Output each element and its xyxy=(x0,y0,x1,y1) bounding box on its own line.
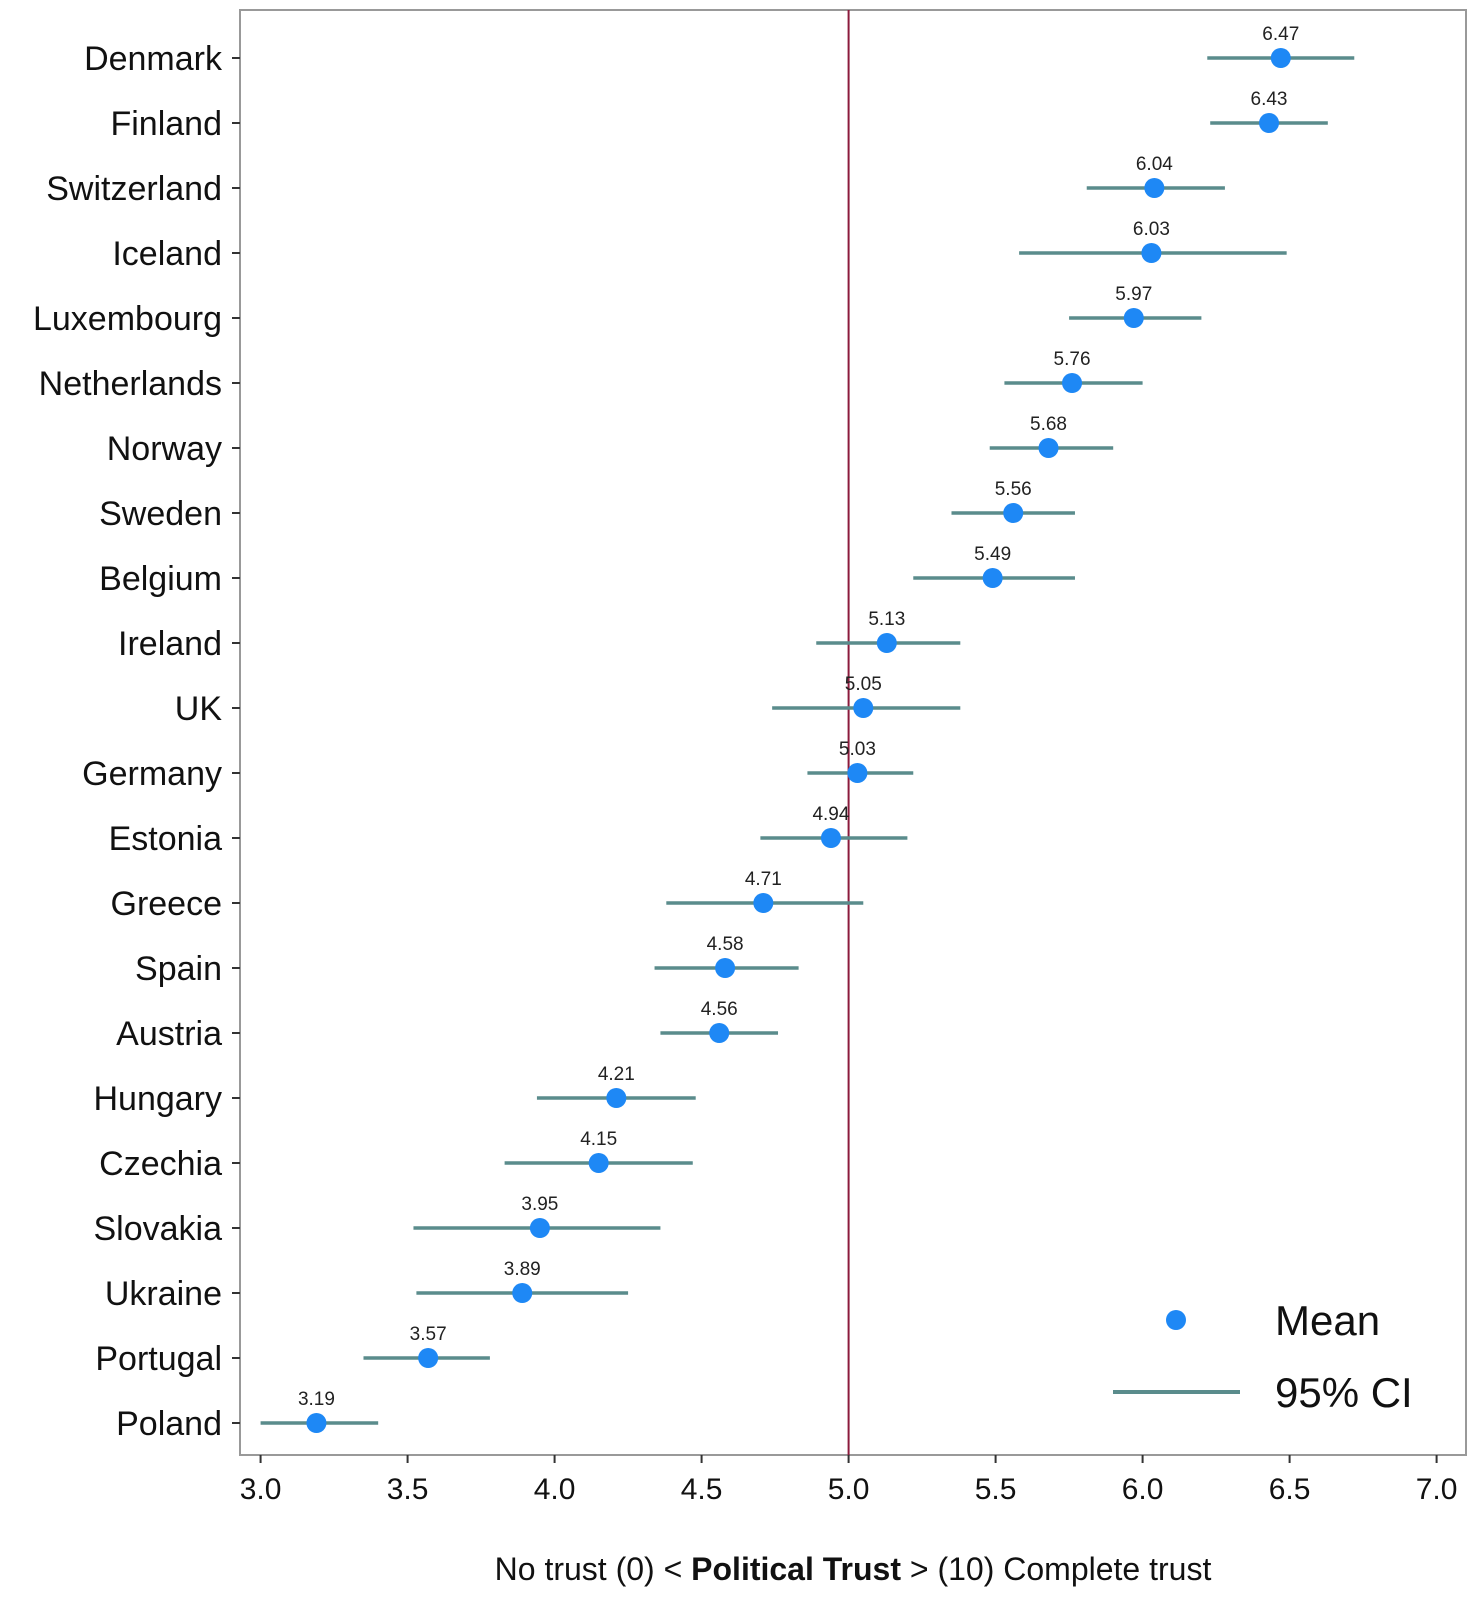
country-label: Estonia xyxy=(109,820,222,858)
mean-value-label: 6.04 xyxy=(1136,154,1173,175)
mean-dot xyxy=(1123,308,1144,328)
country-label: Portugal xyxy=(95,1340,222,1378)
mean-dot xyxy=(1003,503,1024,523)
x-axis-title-right: > (10) Complete trust xyxy=(901,1551,1211,1587)
country-label: Luxembourg xyxy=(33,300,222,338)
x-tick-label: 7.0 xyxy=(1416,1473,1458,1506)
mean-value-label: 4.71 xyxy=(745,869,782,890)
mean-value-label: 5.97 xyxy=(1115,284,1152,305)
mean-value-label: 5.03 xyxy=(839,739,876,760)
legend-ci-label: 95% CI xyxy=(1275,1369,1413,1416)
x-tick-label: 5.0 xyxy=(828,1473,870,1506)
mean-dot xyxy=(606,1088,627,1108)
mean-dot xyxy=(512,1283,533,1303)
mean-value-label: 5.56 xyxy=(995,479,1032,500)
y-axis: Denmark Finland Switzerland Iceland Luxembou… xyxy=(33,40,240,1443)
country-label: Greece xyxy=(111,885,223,923)
x-axis: 3.0 3.5 4.0 4.5 5.0 5.5 6.0 6.5 7.0 xyxy=(240,1455,1458,1506)
country-label: Czechia xyxy=(99,1145,222,1183)
country-label: Norway xyxy=(107,430,222,468)
legend-mean-marker xyxy=(1166,1310,1186,1330)
plot-area-frame xyxy=(239,9,1467,1456)
mean-value-label: 3.95 xyxy=(521,1194,558,1215)
mean-dot xyxy=(847,763,868,783)
mean-dot xyxy=(1144,178,1165,198)
mean-dot xyxy=(306,1413,327,1433)
country-label: Netherlands xyxy=(39,365,222,403)
country-label: Belgium xyxy=(99,560,222,598)
mean-dot xyxy=(1270,48,1291,68)
mean-dot xyxy=(1038,438,1059,458)
mean-value-label: 3.57 xyxy=(410,1324,447,1345)
mean-value-label: 4.58 xyxy=(707,934,744,955)
x-tick-label: 4.5 xyxy=(681,1473,723,1506)
mean-value-label: 4.21 xyxy=(598,1064,635,1085)
x-tick-label: 5.5 xyxy=(975,1473,1017,1506)
country-label: Sweden xyxy=(99,495,222,533)
mean-value-label: 5.13 xyxy=(868,609,905,630)
mean-dot xyxy=(853,698,874,718)
mean-value-label: 4.15 xyxy=(580,1129,617,1150)
mean-value-label: 3.19 xyxy=(298,1389,335,1410)
mean-dot xyxy=(418,1348,439,1368)
mean-dot xyxy=(1141,243,1162,263)
mean-value-label: 6.47 xyxy=(1262,24,1299,45)
mean-dot xyxy=(709,1023,730,1043)
x-axis-title: No trust (0) < Political Trust > (10) Co… xyxy=(495,1551,1212,1587)
x-tick-label: 6.0 xyxy=(1122,1473,1164,1506)
mean-value-label: 4.56 xyxy=(701,999,738,1020)
value-label-layer: 6.47 6.43 6.04 6.03 5.97 5.76 5.68 5.56 5.49 5.13… xyxy=(298,24,1299,1410)
mean-dot xyxy=(1062,373,1083,393)
country-label: Slovakia xyxy=(93,1210,222,1248)
mean-value-label: 3.89 xyxy=(504,1259,541,1280)
country-label: Ireland xyxy=(118,625,222,663)
country-label: Germany xyxy=(82,755,222,793)
country-label: Ukraine xyxy=(105,1275,222,1313)
x-tick-label: 6.5 xyxy=(1269,1473,1311,1506)
country-label: UK xyxy=(175,690,223,728)
mean-dot xyxy=(588,1153,609,1173)
mean-dot xyxy=(715,958,736,978)
country-label: Iceland xyxy=(112,235,222,273)
mean-dot-layer xyxy=(306,48,1291,1433)
country-label: Finland xyxy=(110,105,222,143)
country-label: Spain xyxy=(135,950,222,988)
country-label: Denmark xyxy=(84,40,223,78)
x-axis-title-bold: Political Trust xyxy=(691,1551,901,1587)
x-tick-label: 3.0 xyxy=(240,1473,282,1506)
x-axis-title-left: No trust (0) < xyxy=(495,1551,692,1587)
country-label: Hungary xyxy=(93,1080,222,1118)
mean-value-label: 6.03 xyxy=(1133,219,1170,240)
legend-mean-label: Mean xyxy=(1275,1297,1380,1344)
mean-dot xyxy=(820,828,841,848)
mean-value-label: 6.43 xyxy=(1251,89,1288,110)
mean-value-label: 5.49 xyxy=(974,544,1011,565)
mean-dot xyxy=(753,893,774,913)
mean-dot xyxy=(876,633,897,653)
x-tick-label: 4.0 xyxy=(534,1473,576,1506)
country-label: Austria xyxy=(116,1015,222,1053)
country-label: Switzerland xyxy=(46,170,222,208)
mean-dot xyxy=(529,1218,550,1238)
mean-value-label: 5.68 xyxy=(1030,414,1067,435)
mean-value-label: 4.94 xyxy=(812,804,849,825)
mean-dot xyxy=(982,568,1003,588)
country-label: Poland xyxy=(116,1405,222,1443)
x-tick-label: 3.5 xyxy=(387,1473,429,1506)
mean-dot xyxy=(1259,113,1280,133)
mean-value-label: 5.76 xyxy=(1054,349,1091,370)
mean-value-label: 5.05 xyxy=(845,674,882,695)
legend: Mean 95% CI xyxy=(1113,1297,1413,1416)
